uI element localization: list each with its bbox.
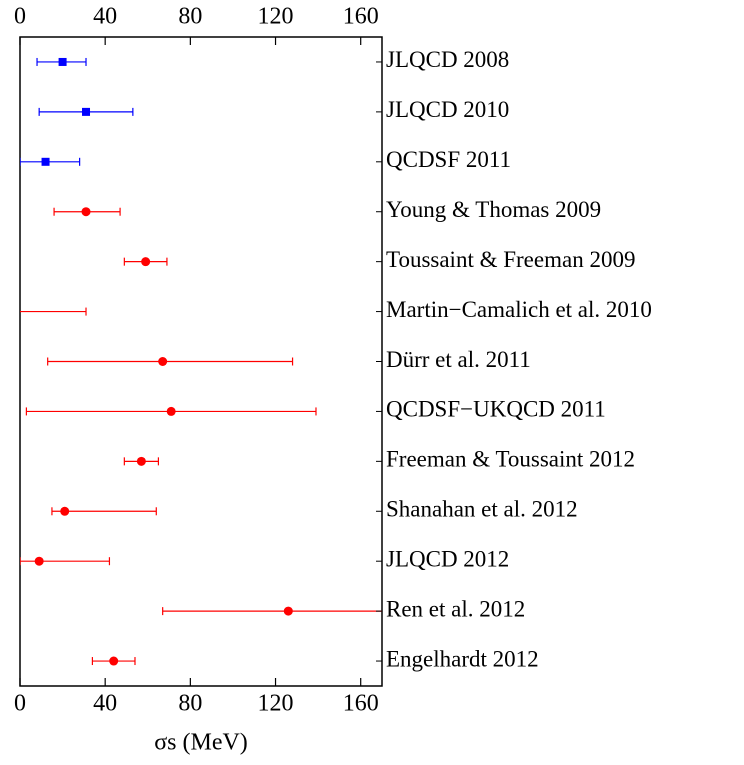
category-label: QCDSF−UKQCD 2011 bbox=[386, 397, 606, 422]
category-label: Dürr et al. 2011 bbox=[386, 347, 531, 372]
x-tick-label-top: 80 bbox=[178, 4, 202, 30]
point bbox=[82, 107, 91, 116]
x-tick-label: 120 bbox=[258, 691, 294, 717]
x-tick-label: 0 bbox=[14, 691, 26, 717]
point bbox=[141, 257, 151, 267]
point bbox=[166, 406, 176, 416]
point bbox=[81, 207, 91, 217]
category-label: Young & Thomas 2009 bbox=[386, 197, 601, 222]
x-tick-label: 80 bbox=[178, 691, 202, 717]
point bbox=[7, 307, 16, 316]
category-label: JLQCD 2008 bbox=[386, 47, 509, 72]
category-label: Toussaint & Freeman 2009 bbox=[386, 247, 635, 272]
point bbox=[60, 506, 70, 516]
x-tick-label: 160 bbox=[343, 691, 379, 717]
category-label: Freeman & Toussaint 2012 bbox=[386, 447, 635, 472]
point bbox=[158, 357, 168, 366]
plot-area bbox=[7, 57, 382, 666]
point bbox=[136, 456, 146, 466]
x-axis-label: σs (MeV) bbox=[154, 730, 248, 756]
x-tick-label-top: 160 bbox=[343, 4, 379, 30]
category-label: Shanahan et al. 2012 bbox=[386, 497, 578, 522]
category-label: Engelhardt 2012 bbox=[386, 646, 539, 671]
point bbox=[34, 556, 44, 566]
point bbox=[109, 656, 119, 666]
category-label: QCDSF 2011 bbox=[386, 147, 511, 172]
point bbox=[283, 606, 293, 616]
category-label: Ren et al. 2012 bbox=[386, 596, 525, 621]
category-label: JLQCD 2010 bbox=[386, 97, 509, 122]
x-tick-label: 40 bbox=[93, 691, 117, 717]
x-tick-label-top: 120 bbox=[258, 4, 294, 30]
point bbox=[58, 57, 67, 66]
x-tick-label-top: 40 bbox=[93, 4, 117, 30]
point bbox=[41, 157, 50, 166]
category-label: Martin−Camalich et al. 2010 bbox=[386, 297, 652, 322]
x-tick-label-top: 0 bbox=[14, 4, 26, 30]
category-label: JLQCD 2012 bbox=[386, 546, 509, 571]
